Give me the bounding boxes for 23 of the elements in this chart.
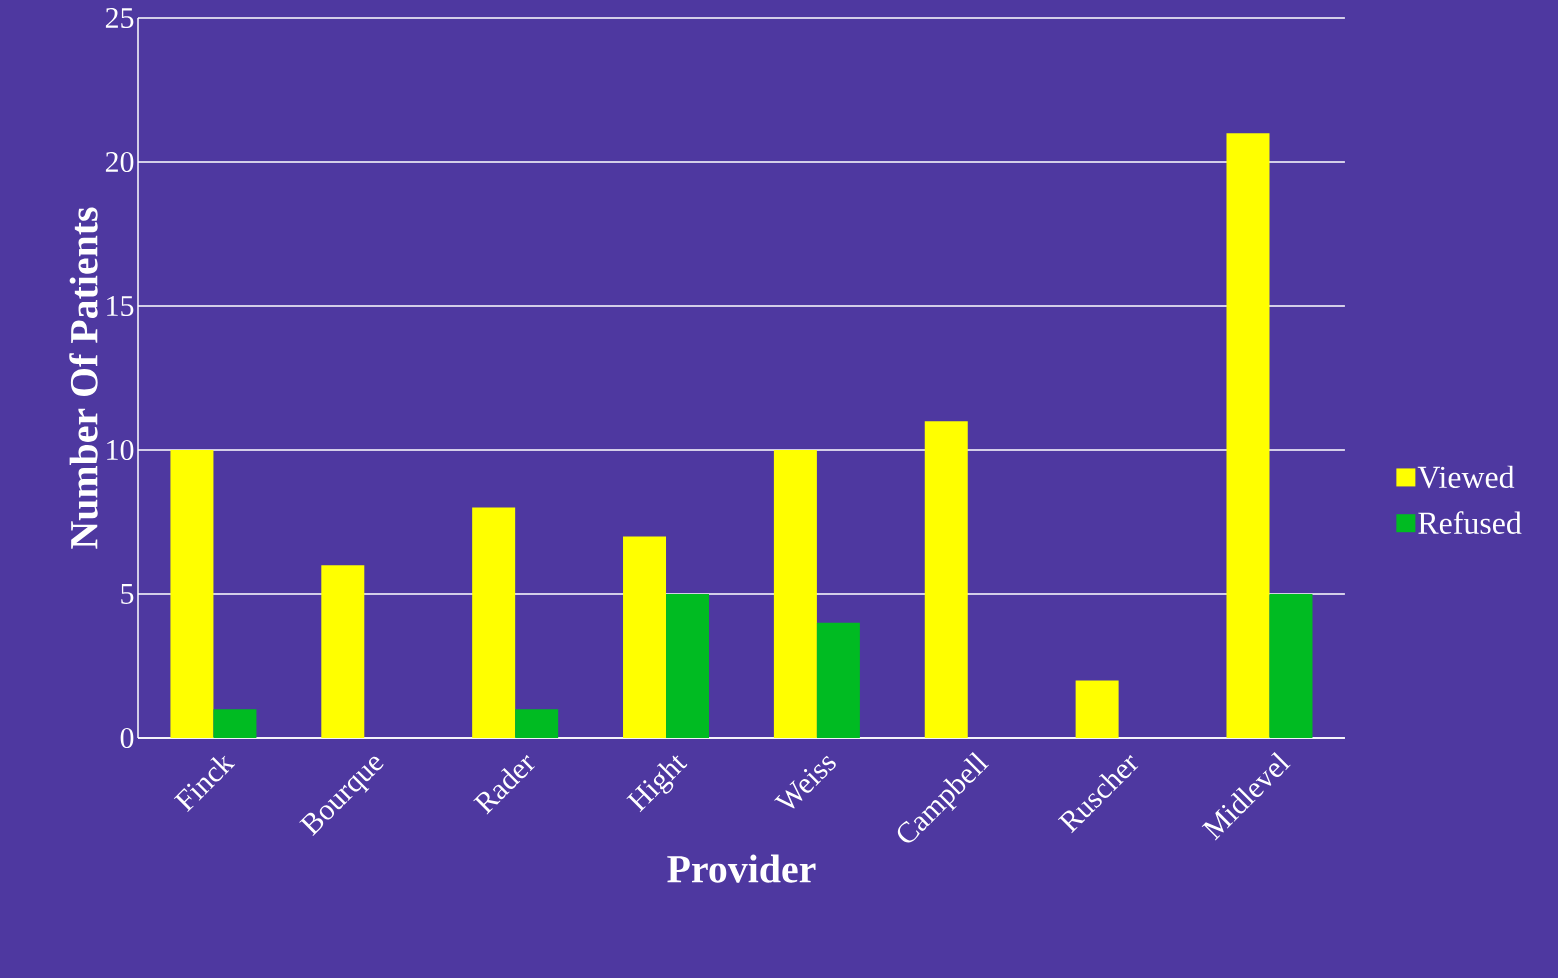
bar	[321, 565, 365, 738]
bar	[623, 536, 667, 738]
bar	[1075, 680, 1119, 738]
legend-label: Refused	[1418, 511, 1522, 534]
y-tick-label: 15	[107, 295, 134, 317]
bar	[170, 450, 214, 738]
bar	[924, 421, 968, 738]
bar	[666, 594, 710, 738]
x-axis-title: Provider	[667, 854, 816, 883]
legend-label: Viewed	[1417, 465, 1515, 489]
y-tick-label: 20	[105, 151, 134, 173]
bar	[773, 450, 817, 738]
bar	[816, 622, 860, 738]
bar	[515, 709, 559, 738]
y-tick-label: 10	[107, 439, 134, 461]
bar	[1226, 133, 1270, 738]
bar	[472, 507, 516, 738]
bar	[213, 709, 257, 738]
y-tick-label: 0	[120, 727, 134, 749]
y-axis-title: Number Of Patients	[69, 207, 98, 549]
bar	[1269, 594, 1313, 738]
y-tick-label: 25	[105, 7, 134, 29]
y-tick-label: 5	[121, 584, 134, 604]
